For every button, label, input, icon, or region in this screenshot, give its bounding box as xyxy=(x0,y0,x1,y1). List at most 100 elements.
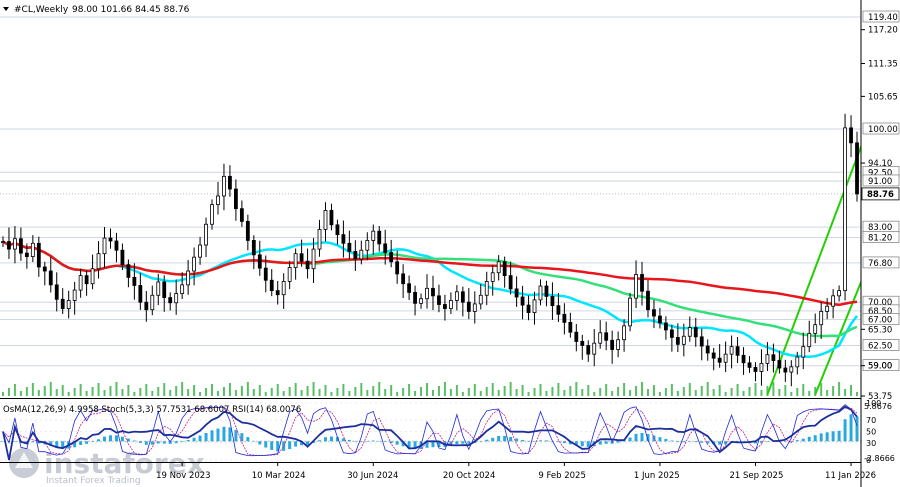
volume-bar xyxy=(670,384,673,396)
stoch-level-label: 30 xyxy=(866,439,876,448)
volume-bar xyxy=(43,386,46,396)
candle-body xyxy=(114,240,119,251)
osma-bar xyxy=(335,437,339,442)
level-label-box xyxy=(862,10,900,23)
osma-bar xyxy=(204,432,208,442)
moving-averages xyxy=(2,240,859,359)
volume-bar xyxy=(718,385,721,396)
ohlc-label: 98.00 101.66 84.45 88.76 xyxy=(72,5,190,15)
volume-bar xyxy=(366,390,369,396)
volume-bar xyxy=(300,390,303,396)
osma-bar xyxy=(341,438,345,442)
stoch-level-label: 100 xyxy=(866,399,881,408)
osma-bar xyxy=(306,441,310,445)
volume-bar xyxy=(1,392,4,396)
candle-body xyxy=(180,284,185,294)
candle-body xyxy=(228,175,232,190)
candle-body xyxy=(36,242,41,268)
candle-body xyxy=(526,304,531,313)
candle-body xyxy=(711,352,716,359)
candle-body xyxy=(251,240,256,256)
volume-bar xyxy=(372,386,375,396)
volume-bar xyxy=(55,389,58,396)
osma-bar xyxy=(222,426,226,442)
volume-bar xyxy=(342,384,345,396)
candle-body xyxy=(562,313,567,323)
volume-bar xyxy=(181,382,184,396)
osma-bar xyxy=(192,437,196,442)
volume-bar xyxy=(222,387,225,396)
candle-body xyxy=(126,264,131,278)
candle-body xyxy=(723,353,728,363)
time-tick-label: 19 Nov 2023 xyxy=(156,471,210,481)
volume-bar xyxy=(103,390,106,396)
candle-body xyxy=(401,273,406,285)
volume-bar xyxy=(688,383,691,396)
candle-body xyxy=(681,335,686,345)
volume-bar xyxy=(258,385,261,396)
volume-bar xyxy=(676,391,679,396)
candle-body xyxy=(419,298,423,304)
candle-body xyxy=(592,342,597,355)
volume-bar xyxy=(61,385,64,396)
osma-bar xyxy=(819,433,823,442)
osma-bar xyxy=(431,441,435,448)
volume-bar xyxy=(706,382,709,396)
candle-body xyxy=(162,281,167,298)
volume-bar xyxy=(211,384,214,396)
candle-body xyxy=(19,238,23,254)
level-label-box xyxy=(862,339,900,351)
candle-body xyxy=(777,360,782,369)
candle-body xyxy=(658,315,662,324)
osma-bar xyxy=(168,441,172,444)
osma-bar xyxy=(389,441,393,444)
volume-bar xyxy=(509,382,512,396)
candle-body xyxy=(544,285,549,297)
volume-bar xyxy=(521,385,524,396)
volume-bar xyxy=(49,382,52,396)
osma-bar xyxy=(700,441,704,443)
osma-bar xyxy=(801,438,805,442)
volume-bar xyxy=(13,384,16,396)
candle-body xyxy=(628,297,632,327)
volume-histogram xyxy=(1,382,859,396)
candle-body xyxy=(239,208,244,222)
osma-bar xyxy=(377,440,381,442)
level-label: 81.20 xyxy=(868,234,892,244)
candle-body xyxy=(234,188,238,210)
osma-bar xyxy=(252,440,256,442)
time-tick-label: 30 Jun 2024 xyxy=(347,471,398,481)
volume-bar xyxy=(449,389,452,396)
volume-bar xyxy=(157,387,160,396)
volume-bar xyxy=(760,390,763,396)
dropdown-triangle-icon[interactable] xyxy=(3,7,9,11)
volume-bar xyxy=(19,391,22,396)
candle-body xyxy=(293,253,298,268)
candle-body xyxy=(359,249,364,260)
volume-bar xyxy=(838,382,841,396)
osma-bar xyxy=(79,441,83,445)
volume-bar xyxy=(187,389,190,396)
candle-body xyxy=(556,305,561,315)
volume-bar xyxy=(264,392,267,396)
osma-bar xyxy=(270,441,274,450)
indicator-header: OsMA(12,26,9) 4.9958 Stoch(5,3,3) 57.753… xyxy=(3,405,301,415)
candle-body xyxy=(801,346,806,358)
volume-bar xyxy=(581,389,584,396)
candle-body xyxy=(329,210,334,226)
candle-body xyxy=(855,142,859,195)
volume-bar xyxy=(563,390,566,396)
candle-body xyxy=(789,366,794,373)
osma-bar xyxy=(425,441,429,448)
volume-bar xyxy=(545,391,548,396)
osma-bar xyxy=(174,441,178,444)
osma-bar xyxy=(813,435,817,442)
osma-bar xyxy=(359,441,363,442)
candle-body xyxy=(377,230,382,245)
osma-bar xyxy=(586,441,590,447)
volume-bar xyxy=(294,383,297,396)
volume-bar xyxy=(844,389,847,396)
volume-bar xyxy=(736,384,739,396)
level-label: 68.50 xyxy=(868,307,892,317)
